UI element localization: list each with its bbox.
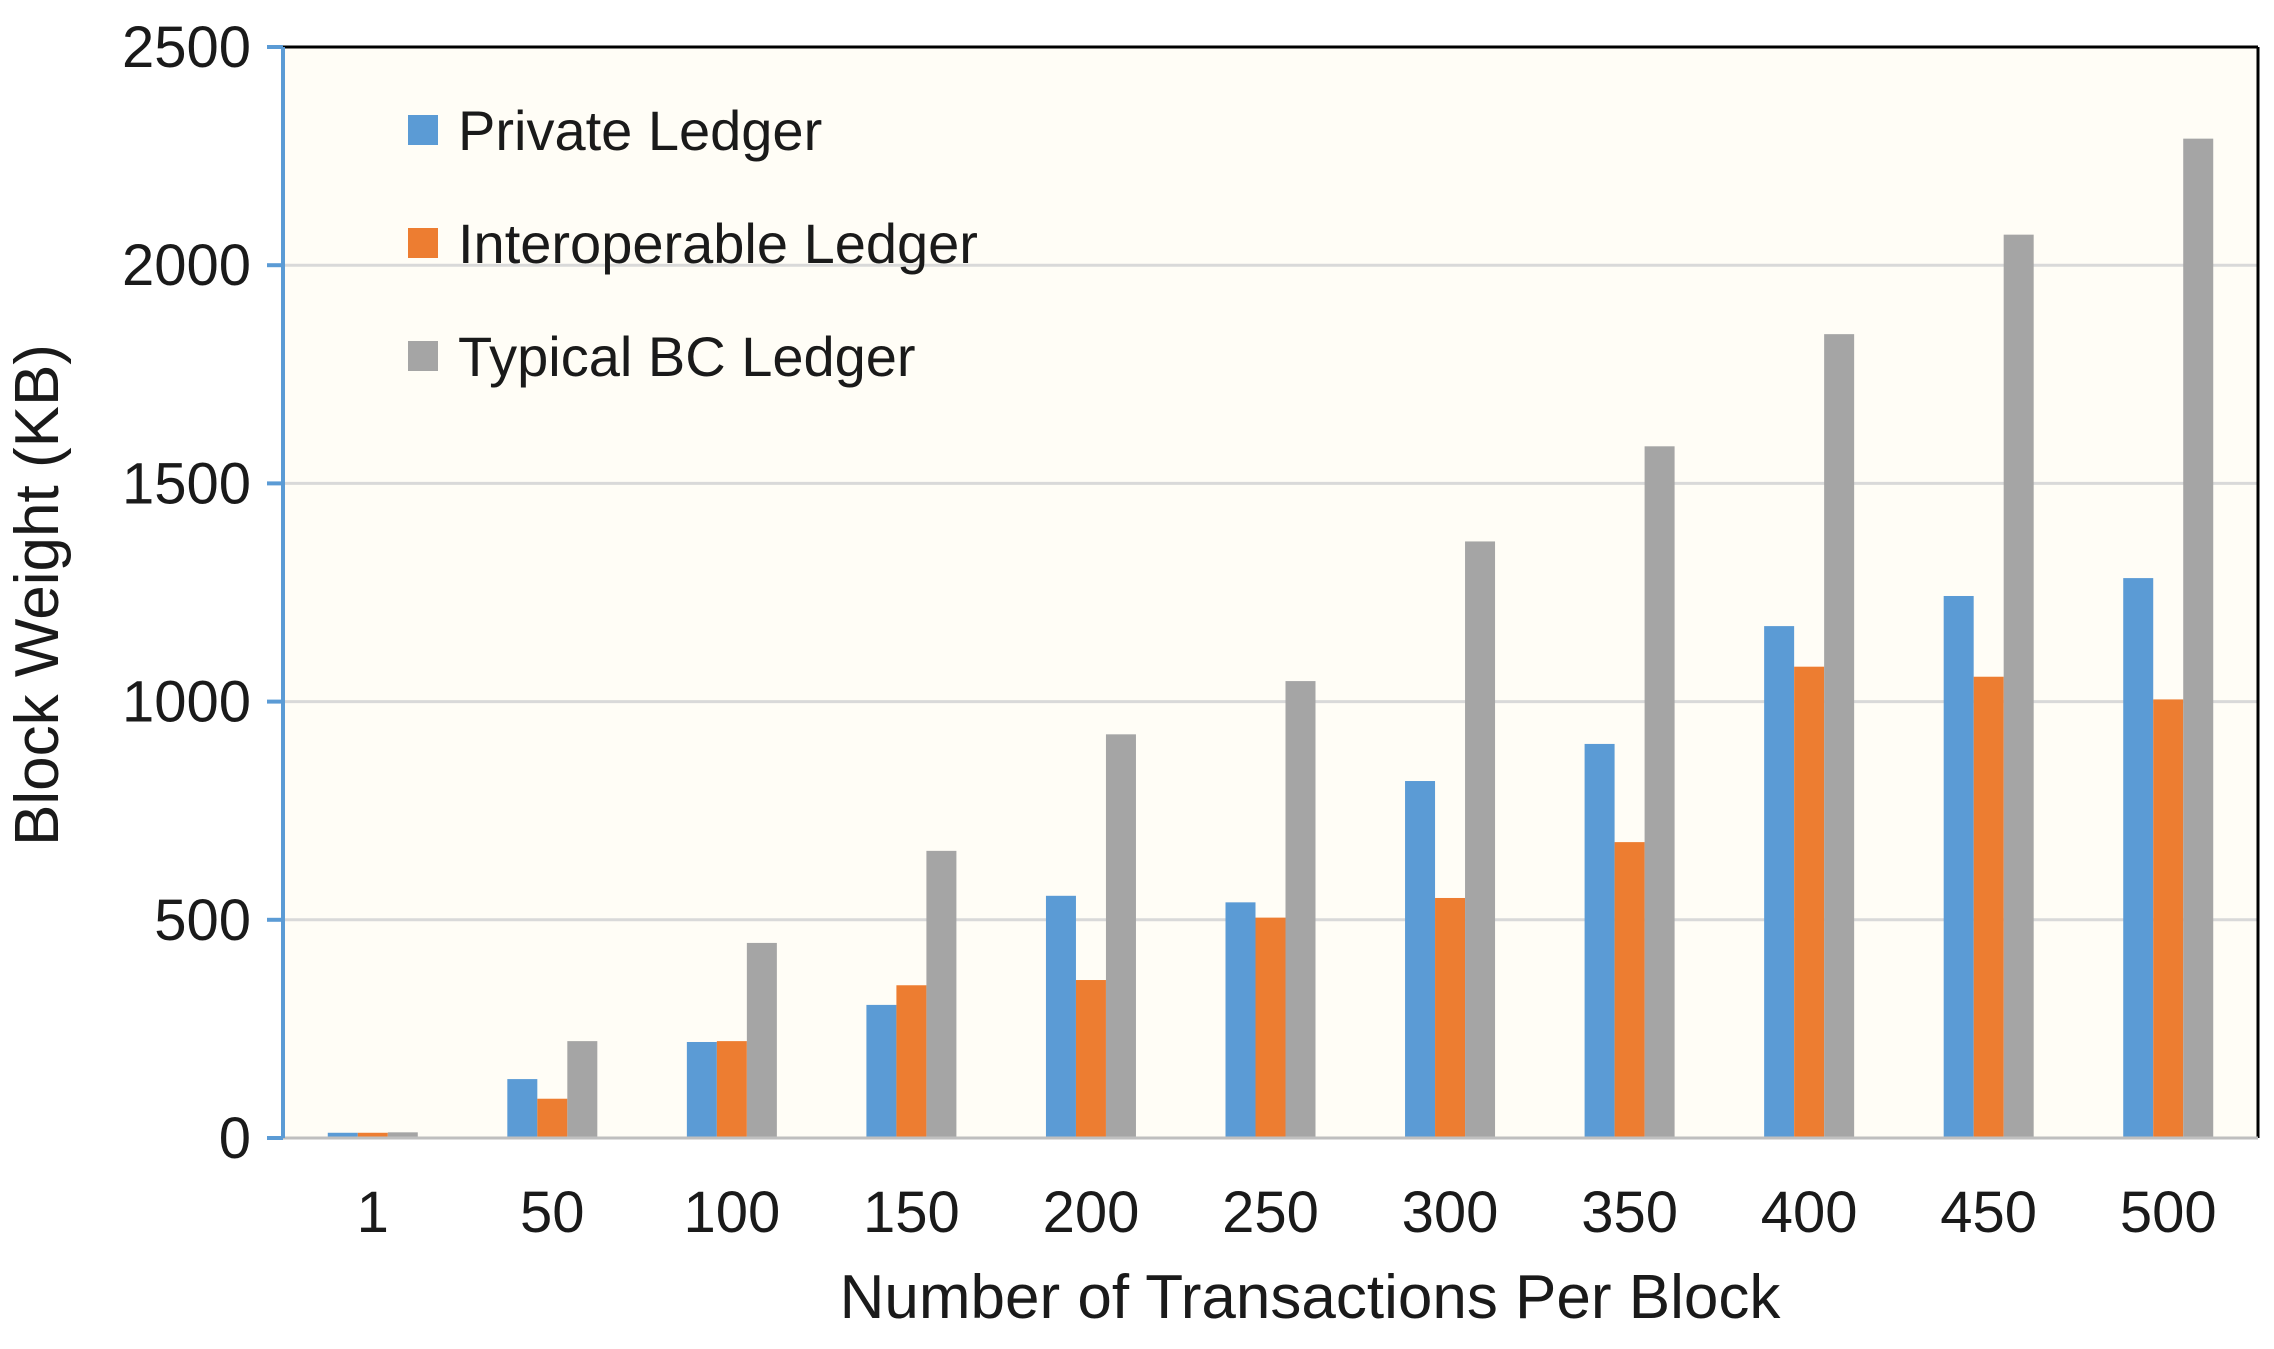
bars xyxy=(327,138,2214,1139)
x-tick-label: 350 xyxy=(1581,1180,1678,1245)
legend-label: Interoperable Ledger xyxy=(458,212,978,275)
legend-swatch xyxy=(408,115,438,145)
legend-label: Typical BC Ledger xyxy=(458,325,916,388)
gridlines xyxy=(283,45,2258,922)
bar-typical-bc-ledger-450 xyxy=(2003,234,2034,1139)
bar-interoperable-ledger-150 xyxy=(896,985,927,1138)
y-tick-label: 500 xyxy=(154,888,251,953)
bar-interoperable-ledger-500 xyxy=(2153,699,2184,1138)
x-tick-label: 400 xyxy=(1761,1180,1858,1245)
bar-typical-bc-ledger-300 xyxy=(1465,541,1496,1138)
bar-interoperable-ledger-300 xyxy=(1435,897,1466,1138)
bar-private-ledger-400 xyxy=(1764,626,1795,1138)
x-tick-label: 300 xyxy=(1402,1180,1499,1245)
x-tick-label: 1 xyxy=(357,1180,389,1245)
x-axis-title: Number of Transactions Per Block xyxy=(840,1263,1782,1332)
y-tick-label: 2000 xyxy=(122,233,251,298)
bar-typical-bc-ledger-250 xyxy=(1285,681,1316,1138)
bar-private-ledger-500 xyxy=(2123,578,2154,1138)
bar-typical-bc-ledger-100 xyxy=(746,942,777,1138)
bar-interoperable-ledger-350 xyxy=(1614,842,1645,1138)
x-tick-label: 50 xyxy=(520,1180,585,1245)
legend: Private Ledger Interoperable Ledger Typica… xyxy=(408,99,978,388)
legend-label: Private Ledger xyxy=(458,99,822,162)
bar-typical-bc-ledger-400 xyxy=(1824,334,1855,1138)
legend-swatch xyxy=(408,341,438,371)
bar-private-ledger-100 xyxy=(686,1041,717,1138)
y-tick-label: 2500 xyxy=(122,15,251,80)
x-tick-label: 100 xyxy=(683,1180,780,1245)
x-tick-label: 450 xyxy=(1940,1180,2037,1245)
x-tick-label: 200 xyxy=(1043,1180,1140,1245)
legend-swatch xyxy=(408,228,438,258)
x-tick-label: 500 xyxy=(2120,1180,2217,1245)
y-axis-ticks: 0 500 1000 1500 2000 2500 xyxy=(122,15,283,1171)
bar-typical-bc-ledger-500 xyxy=(2183,138,2214,1139)
bar-private-ledger-1 xyxy=(327,1132,358,1138)
x-tick-label: 250 xyxy=(1222,1180,1319,1245)
y-tick-label: 1000 xyxy=(122,670,251,735)
x-tick-label: 150 xyxy=(863,1180,960,1245)
plot-frame xyxy=(281,45,2260,1140)
bar-private-ledger-350 xyxy=(1584,743,1615,1138)
bar-interoperable-ledger-400 xyxy=(1794,666,1825,1138)
bar-private-ledger-250 xyxy=(1225,902,1256,1138)
bar-interoperable-ledger-250 xyxy=(1255,917,1286,1138)
bar-private-ledger-150 xyxy=(866,1004,897,1138)
bar-typical-bc-ledger-200 xyxy=(1105,734,1136,1138)
bar-interoperable-ledger-200 xyxy=(1075,980,1106,1138)
y-tick-label: 0 xyxy=(219,1106,251,1171)
bar-typical-bc-ledger-1 xyxy=(387,1132,418,1138)
bar-private-ledger-450 xyxy=(1943,595,1974,1138)
bar-interoperable-ledger-50 xyxy=(537,1098,568,1138)
bar-interoperable-ledger-100 xyxy=(716,1041,747,1138)
bar-typical-bc-ledger-150 xyxy=(926,850,957,1138)
bar-private-ledger-300 xyxy=(1405,781,1436,1138)
bar-private-ledger-50 xyxy=(507,1079,538,1138)
y-axis-title: Block Weight (KB) xyxy=(3,344,72,846)
x-axis-ticks: 1 50 100 150 200 250 300 350 400 450 500 xyxy=(357,1180,2217,1245)
bar-private-ledger-200 xyxy=(1045,895,1076,1138)
bar-interoperable-ledger-1 xyxy=(357,1132,388,1138)
bar-typical-bc-ledger-350 xyxy=(1644,446,1675,1138)
bar-typical-bc-ledger-50 xyxy=(567,1041,598,1138)
bar-interoperable-ledger-450 xyxy=(1973,676,2004,1138)
y-tick-label: 1500 xyxy=(122,451,251,516)
